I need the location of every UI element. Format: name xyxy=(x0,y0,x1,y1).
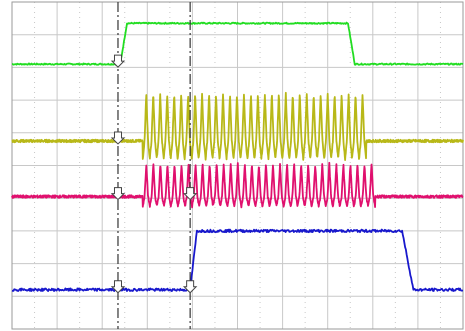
trace-marker-arrow xyxy=(110,187,126,201)
trace-2 xyxy=(11,91,464,161)
trace-1 xyxy=(11,21,464,66)
trace-3 xyxy=(11,161,464,209)
trace-marker-arrow xyxy=(110,280,126,294)
trace-marker-arrow xyxy=(110,131,126,145)
trace-4 xyxy=(11,228,464,292)
trace-marker-arrow xyxy=(110,54,126,68)
trace-marker-arrow xyxy=(182,280,198,294)
traces xyxy=(11,21,464,292)
trace-marker-arrow xyxy=(182,187,198,201)
trace-markers xyxy=(110,54,198,294)
plot-frame xyxy=(11,1,464,330)
